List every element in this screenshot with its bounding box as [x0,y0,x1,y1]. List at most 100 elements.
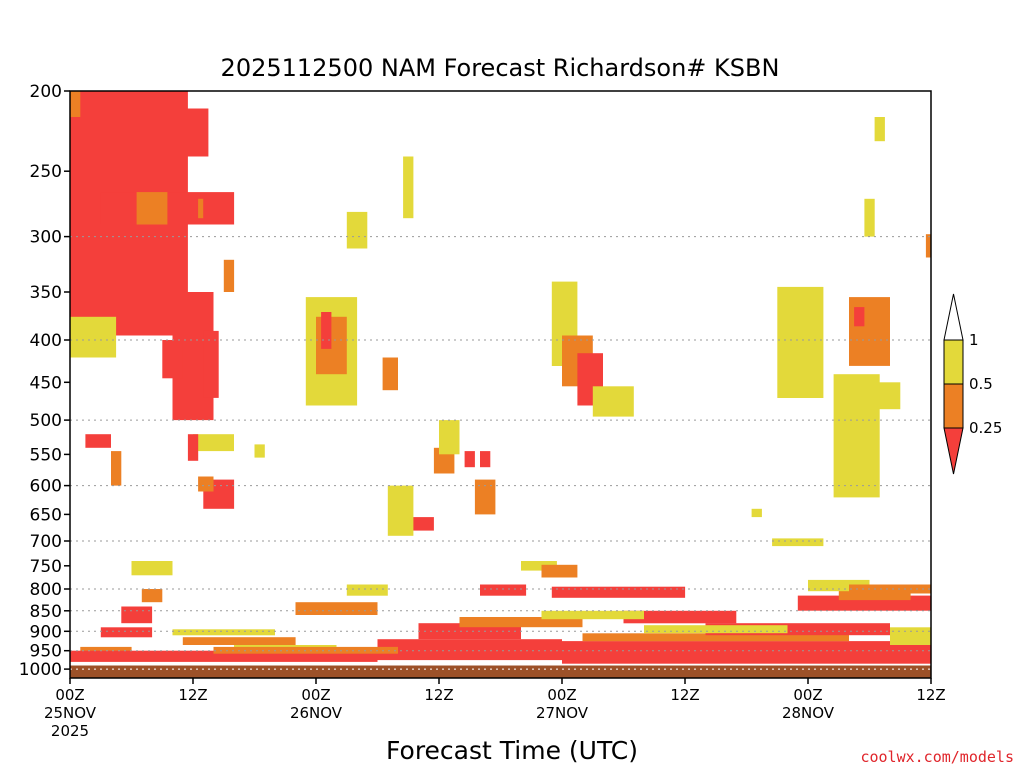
heatmap-cell [198,476,214,492]
heatmap-cell [480,584,527,596]
heatmap-cells [70,91,931,664]
y-tick-label: 700 [30,532,62,552]
colorbar-label: 0.5 [969,375,993,393]
heatmap-cell [187,434,199,461]
heatmap-cell [562,641,931,664]
heatmap-cell [85,434,111,448]
y-tick-label: 400 [30,331,62,351]
heatmap-cell [474,479,496,515]
heatmap-cell [136,192,168,225]
heatmap-cell [346,584,388,596]
heatmap-cell [100,627,153,638]
y-tick-label: 450 [30,373,62,393]
x-tick-label: 27NOV [536,704,589,722]
colorbar-label: 0.25 [969,419,1002,437]
x-tick-label: 00Z [793,686,822,704]
x-tick-label: 28NOV [782,704,835,722]
heatmap-cell [203,330,219,398]
surface-ground [70,665,931,678]
heatmap-cell [121,606,153,624]
y-tick-label: 850 [30,602,62,622]
heatmap-cell [551,586,686,598]
heatmap-cell [439,420,460,455]
x-tick-label: 26NOV [290,704,343,722]
heatmap-cell [377,639,562,661]
chart-title: 2025112500 NAM Forecast Richardson# KSBN [221,54,780,82]
x-tick-label: 2025 [51,722,89,740]
plot-frame [69,90,932,679]
heatmap-cell [459,617,583,628]
heatmap-cell [808,579,870,592]
heatmap-cell [849,584,931,594]
heatmap-cell [869,382,901,410]
colorbar-legend: 1 0.5 0.25 [943,293,1002,475]
heatmap-cell [925,234,931,258]
heatmap-cell [70,316,117,358]
heatmap-cell [644,625,788,634]
x-tick-label: 00Z [547,686,576,704]
y-tick-label: 950 [30,642,62,662]
colorbar-top-arrow [943,293,964,341]
heatmap-cell [100,192,235,225]
heatmap-cell [111,451,122,486]
heatmap-cell [772,538,824,547]
y-tick-label: 550 [30,445,62,465]
y-tick-label: 250 [30,162,62,182]
y-tick-label: 300 [30,228,62,248]
heatmap-cell [382,357,398,391]
x-tick-label: 12Z [424,686,453,704]
heatmap-cell [541,610,644,620]
y-axis: 200 250 300 350 400 450 500 550 600 650 700 750 8008… [19,82,70,680]
y-tick-label: 800 [30,580,62,600]
plot-area [69,90,932,679]
y-tick-label: 500 [30,411,62,431]
heatmap-cell [198,198,204,219]
heatmap-cell [541,564,578,578]
credit-text: coolwx.com/models [860,748,1014,766]
heatmap-cell [254,444,265,458]
y-tick-label: 350 [30,283,62,303]
x-tick-label: 00Z [301,686,330,704]
y-tick-label: 200 [30,82,62,102]
x-tick-label: 12Z [670,686,699,704]
heatmap-cell [403,156,414,219]
x-tick-label: 12Z [178,686,207,704]
colorbar-bottom-arrow [943,427,964,475]
heatmap-cell [890,627,931,645]
x-tick-label: 12Z [916,686,945,704]
heatmap-cell [346,211,368,249]
heatmap-cell [480,451,491,468]
heatmap-cell [582,633,849,642]
colorbar-bin [943,339,964,385]
heatmap-cell [777,286,824,398]
heatmap-cell [592,386,634,417]
y-tick-label: 750 [30,557,62,577]
heatmap-cell [464,451,475,468]
colorbar-label: 1 [969,331,979,349]
heatmap-cell [521,561,557,571]
y-tick-label: 600 [30,477,62,497]
heatmap-cell [70,650,378,662]
heatmap-cell [387,485,414,536]
heatmap-cell [70,91,81,117]
heatmap-cell [295,602,378,615]
y-tick-label: 900 [30,622,62,642]
heatmap-cell [838,589,911,601]
heatmap-cell [623,610,737,624]
heatmap-cell [864,198,875,237]
x-axis-label: Forecast Time (UTC) [386,736,638,765]
x-tick-label: 25NOV [44,704,97,722]
heatmap-cell [751,508,762,518]
x-tick-label: 00Z [55,686,84,704]
heatmap-cell [854,307,865,327]
heatmap-cell [141,589,163,603]
heatmap-cell [162,340,183,379]
y-tick-label: 650 [30,505,62,525]
heatmap-cell [131,561,173,576]
heatmap-cell [193,434,234,452]
heatmap-cell [321,312,332,349]
y-tick-label: 1000 [19,660,62,680]
heatmap-cell [874,117,885,142]
